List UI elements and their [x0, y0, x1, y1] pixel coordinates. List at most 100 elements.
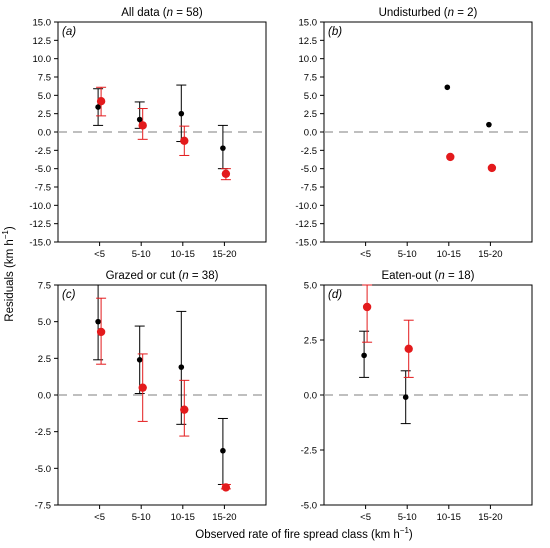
- x-tick-label: 5-10: [132, 249, 151, 260]
- panel-title: Undisturbed (n = 2): [379, 7, 478, 19]
- y-tick-label: 7.5: [304, 73, 317, 84]
- y-tick-label: 12.5: [33, 36, 52, 47]
- panel-title-count: = 58): [173, 7, 203, 19]
- panel-title-count: = 18): [445, 270, 475, 282]
- y-tick-label: -5.0: [301, 501, 317, 512]
- y-tick-label: -2.5: [301, 446, 317, 457]
- panel-1: -15.0 -12.5 -10.0 -7.5 -5.0 -2.5 0.0 2.5 5.0 7.5 1…: [29, 7, 267, 260]
- panel-title-n: n: [167, 7, 173, 19]
- x-tick-label: <5: [94, 249, 105, 260]
- panel-2: -15.0 -12.5 -10.0 -7.5 -5.0 -2.5 0.0 2.5 5.0 7.5 1…: [295, 7, 533, 260]
- x-tick-label: 10-15: [171, 512, 195, 523]
- y-tick-label: 0.0: [304, 391, 317, 402]
- x-tick-label: 15-20: [212, 512, 236, 523]
- x-axis-label: Observed rate of fire spread class (km h…: [195, 526, 413, 541]
- y-tick-label: 2.5: [38, 354, 51, 365]
- data-point-black: [486, 121, 492, 128]
- panel-title: All data (n = 58): [121, 7, 203, 19]
- panel-title-text: Grazed or cut (: [106, 270, 183, 282]
- y-tick-label: 0.0: [38, 128, 51, 139]
- y-tick-label: -5.0: [35, 464, 51, 475]
- y-tick-label: -2.5: [35, 427, 51, 438]
- x-axis-label-end: ): [409, 529, 413, 541]
- data-point-red: [487, 163, 497, 173]
- panel-letter: (d): [328, 289, 342, 301]
- y-axis-label-end: ): [4, 226, 16, 230]
- y-tick-label: 15.0: [299, 18, 318, 29]
- y-axis-label-text: Residuals (km h: [4, 239, 16, 321]
- data-point-black: [136, 116, 143, 123]
- x-tick-label: <5: [360, 512, 371, 523]
- y-tick-label: 10.0: [33, 54, 52, 65]
- data-point-black: [178, 110, 185, 117]
- panel-4: -5.0 -2.5 0.0 2.5 5.0 <5 5-10 10-15 15-20 Eaten-o…: [301, 270, 533, 523]
- y-tick-label: -2.5: [35, 146, 51, 157]
- y-axis-label: Residuals (km h−1): [1, 226, 16, 322]
- x-tick-label: 10-15: [437, 249, 461, 260]
- x-tick-label: 15-20: [478, 249, 502, 260]
- y-tick-label: -7.5: [35, 183, 51, 194]
- y-tick-label: 2.5: [304, 336, 317, 347]
- data-point-red: [446, 152, 455, 162]
- data-point-red: [221, 169, 231, 178]
- x-axis-label-sup: −1: [400, 526, 410, 535]
- y-tick-label: -12.5: [29, 219, 51, 230]
- y-tick-label: -5.0: [35, 164, 51, 175]
- x-tick-label: 10-15: [171, 249, 195, 260]
- panel-title-n: n: [182, 270, 188, 282]
- data-point-black: [444, 84, 451, 91]
- x-tick-label: 15-20: [478, 512, 502, 523]
- y-tick-label: 2.5: [38, 109, 51, 120]
- data-point-black: [136, 357, 143, 363]
- data-point-red: [362, 302, 372, 312]
- y-tick-label: -2.5: [301, 146, 317, 157]
- y-tick-label: -5.0: [301, 164, 317, 175]
- y-tick-label: -15.0: [29, 238, 51, 249]
- y-tick-label: 12.5: [299, 36, 318, 47]
- panel-title: Grazed or cut (n = 38): [106, 270, 219, 282]
- panel-title: Eaten-out (n = 18): [381, 270, 474, 282]
- panel-title-text: All data (: [121, 7, 167, 19]
- y-tick-label: -15.0: [295, 238, 317, 249]
- x-tick-label: 5-10: [132, 512, 151, 523]
- y-tick-label: 7.5: [38, 281, 51, 292]
- data-point-red: [138, 383, 147, 392]
- y-axis-label-sup: −1: [1, 230, 10, 240]
- y-tick-label: 5.0: [304, 91, 317, 102]
- data-point-red: [404, 344, 413, 353]
- data-point-red: [138, 121, 147, 130]
- panel-title-n: n: [438, 270, 444, 282]
- panel-title-count: = 2): [454, 7, 478, 19]
- panel-letter: (c): [62, 289, 76, 301]
- x-tick-label: <5: [360, 249, 371, 260]
- panel-letter: (b): [328, 26, 342, 38]
- x-tick-label: 5-10: [398, 249, 417, 260]
- x-tick-label: 15-20: [212, 249, 236, 260]
- y-tick-label: -7.5: [35, 501, 51, 512]
- data-point-black: [178, 364, 185, 370]
- data-point-red: [96, 97, 106, 106]
- data-point-black: [220, 145, 226, 151]
- y-tick-label: -12.5: [295, 219, 317, 230]
- panel-title-text: Eaten-out (: [381, 270, 438, 282]
- data-point-red: [180, 405, 189, 414]
- y-tick-label: 5.0: [38, 317, 51, 328]
- data-point-red: [180, 136, 189, 145]
- x-axis-label-text: Observed rate of fire spread class (km h: [195, 529, 400, 541]
- x-tick-label: 10-15: [437, 512, 461, 523]
- y-tick-label: 15.0: [33, 18, 52, 29]
- y-tick-label: -7.5: [301, 183, 317, 194]
- panel-title-n: n: [448, 7, 454, 19]
- panel-letter: (a): [62, 26, 76, 38]
- panels: -15.0 -12.5 -10.0 -7.5 -5.0 -2.5 0.0 2.5 5.0 7.5 1…: [29, 7, 533, 523]
- x-tick-label: 5-10: [398, 512, 417, 523]
- y-tick-label: 10.0: [299, 54, 318, 65]
- y-tick-label: 0.0: [304, 128, 317, 139]
- data-point-red: [221, 483, 231, 492]
- y-tick-label: 5.0: [304, 281, 317, 292]
- data-point-black: [220, 447, 226, 454]
- y-tick-label: 0.0: [38, 391, 51, 402]
- data-point-black: [402, 394, 409, 401]
- data-point-black: [95, 318, 101, 325]
